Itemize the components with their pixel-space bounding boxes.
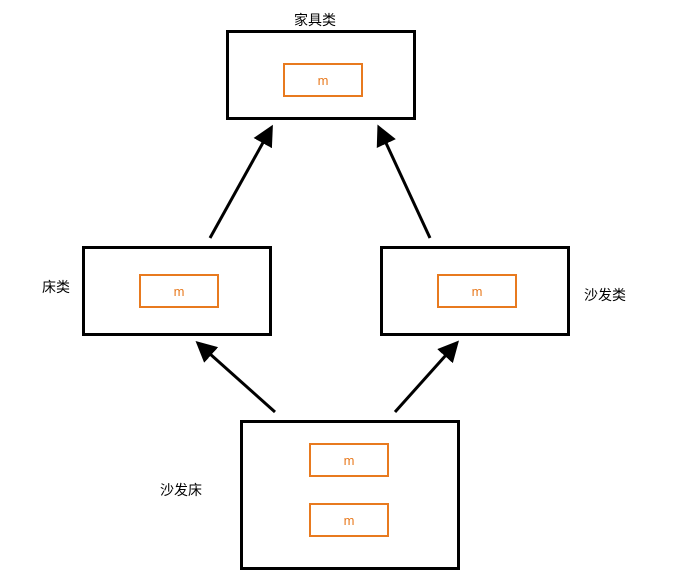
arrow (210, 130, 270, 238)
inner-box: m (437, 274, 517, 308)
node-bottom: m m (240, 420, 460, 570)
inner-text: m (344, 513, 355, 528)
inner-box: m (139, 274, 219, 308)
inner-text: m (318, 73, 329, 88)
node-left: m (82, 246, 272, 336)
node-label-top: 家具类 (294, 10, 336, 30)
inner-box: m (309, 443, 389, 477)
node-top: m (226, 30, 416, 120)
inner-text: m (472, 284, 483, 299)
arrow (200, 345, 275, 412)
node-label-left: 床类 (42, 277, 70, 297)
arrow (380, 130, 430, 238)
node-label-right: 沙发类 (584, 285, 626, 305)
inner-text: m (344, 453, 355, 468)
inner-text: m (174, 284, 185, 299)
inner-box: m (283, 63, 363, 97)
inner-box: m (309, 503, 389, 537)
node-right: m (380, 246, 570, 336)
node-label-bottom: 沙发床 (160, 480, 202, 500)
arrow (395, 345, 455, 412)
